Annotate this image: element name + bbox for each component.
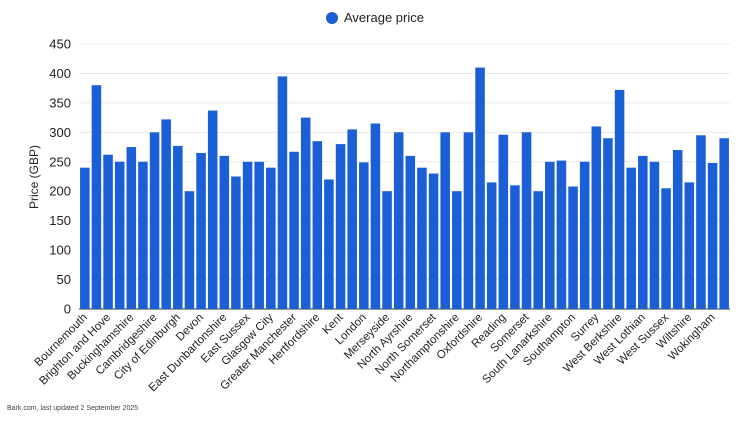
bar[interactable] bbox=[533, 191, 543, 309]
bar[interactable] bbox=[719, 138, 729, 309]
bar[interactable] bbox=[324, 179, 334, 309]
bar[interactable] bbox=[440, 132, 450, 309]
legend-label: Average price bbox=[344, 10, 424, 25]
bar[interactable] bbox=[382, 191, 392, 309]
y-tick-label: 0 bbox=[64, 302, 71, 317]
bar[interactable] bbox=[614, 89, 625, 310]
y-tick-label: 150 bbox=[49, 213, 71, 228]
bar[interactable] bbox=[242, 161, 253, 309]
bar[interactable] bbox=[161, 119, 171, 309]
bar[interactable] bbox=[359, 162, 369, 309]
footer-note: Bark.com, last updated 2 September 2025 bbox=[7, 405, 139, 412]
bar[interactable] bbox=[428, 173, 439, 309]
y-tick-label: 450 bbox=[49, 37, 71, 52]
bar[interactable] bbox=[579, 161, 590, 309]
bar[interactable] bbox=[568, 186, 578, 309]
bar[interactable] bbox=[277, 76, 288, 309]
bar[interactable] bbox=[207, 110, 218, 309]
y-tick-label: 300 bbox=[49, 125, 71, 140]
bar[interactable] bbox=[463, 132, 474, 309]
y-tick-label: 50 bbox=[57, 272, 71, 287]
bars bbox=[80, 67, 729, 310]
bar[interactable] bbox=[347, 129, 357, 309]
y-tick-label: 350 bbox=[49, 95, 71, 110]
bar[interactable] bbox=[521, 132, 532, 309]
bar[interactable] bbox=[266, 167, 276, 309]
bar[interactable] bbox=[196, 152, 206, 309]
bar[interactable] bbox=[603, 138, 613, 309]
bar[interactable] bbox=[649, 161, 660, 309]
bar[interactable] bbox=[91, 85, 102, 309]
y-axis-title: Price (GBP) bbox=[27, 145, 41, 209]
y-tick-label: 100 bbox=[49, 243, 71, 258]
bar[interactable] bbox=[638, 155, 648, 309]
bar[interactable] bbox=[393, 132, 404, 309]
bar[interactable] bbox=[231, 176, 241, 310]
bar[interactable] bbox=[312, 141, 323, 309]
bar[interactable] bbox=[114, 161, 125, 309]
y-tick-label: 400 bbox=[49, 66, 71, 81]
bar[interactable] bbox=[103, 154, 113, 309]
bar[interactable] bbox=[556, 160, 567, 309]
bar[interactable] bbox=[149, 132, 160, 309]
bar[interactable] bbox=[138, 161, 148, 309]
bar[interactable] bbox=[684, 182, 695, 309]
bar[interactable] bbox=[417, 167, 427, 309]
legend-swatch-icon bbox=[326, 11, 338, 24]
bar[interactable] bbox=[475, 67, 485, 309]
bar[interactable] bbox=[510, 185, 520, 309]
bar[interactable] bbox=[173, 145, 183, 309]
bar[interactable] bbox=[289, 151, 299, 309]
bar[interactable] bbox=[498, 134, 509, 309]
bar[interactable] bbox=[591, 126, 602, 309]
bar[interactable] bbox=[300, 117, 311, 309]
bar[interactable] bbox=[545, 161, 555, 309]
bar[interactable] bbox=[80, 167, 90, 309]
bar[interactable] bbox=[486, 182, 497, 309]
bar[interactable] bbox=[335, 144, 346, 309]
bar[interactable] bbox=[626, 167, 636, 309]
y-tick-label: 200 bbox=[49, 184, 71, 199]
bar[interactable] bbox=[219, 155, 230, 309]
bar[interactable] bbox=[696, 135, 706, 309]
bar[interactable] bbox=[370, 123, 381, 310]
y-axis: 0 50 100 150 200 250 300 350 400 450 bbox=[49, 37, 71, 317]
bar[interactable] bbox=[672, 150, 683, 309]
bar[interactable] bbox=[184, 191, 195, 309]
bar[interactable] bbox=[254, 161, 264, 309]
bar[interactable] bbox=[707, 162, 718, 309]
bar[interactable] bbox=[452, 191, 462, 309]
bar[interactable] bbox=[405, 155, 416, 309]
y-tick-label: 250 bbox=[49, 154, 71, 169]
bar[interactable] bbox=[126, 147, 137, 309]
legend: Average price bbox=[0, 10, 750, 25]
bar[interactable] bbox=[661, 188, 671, 309]
